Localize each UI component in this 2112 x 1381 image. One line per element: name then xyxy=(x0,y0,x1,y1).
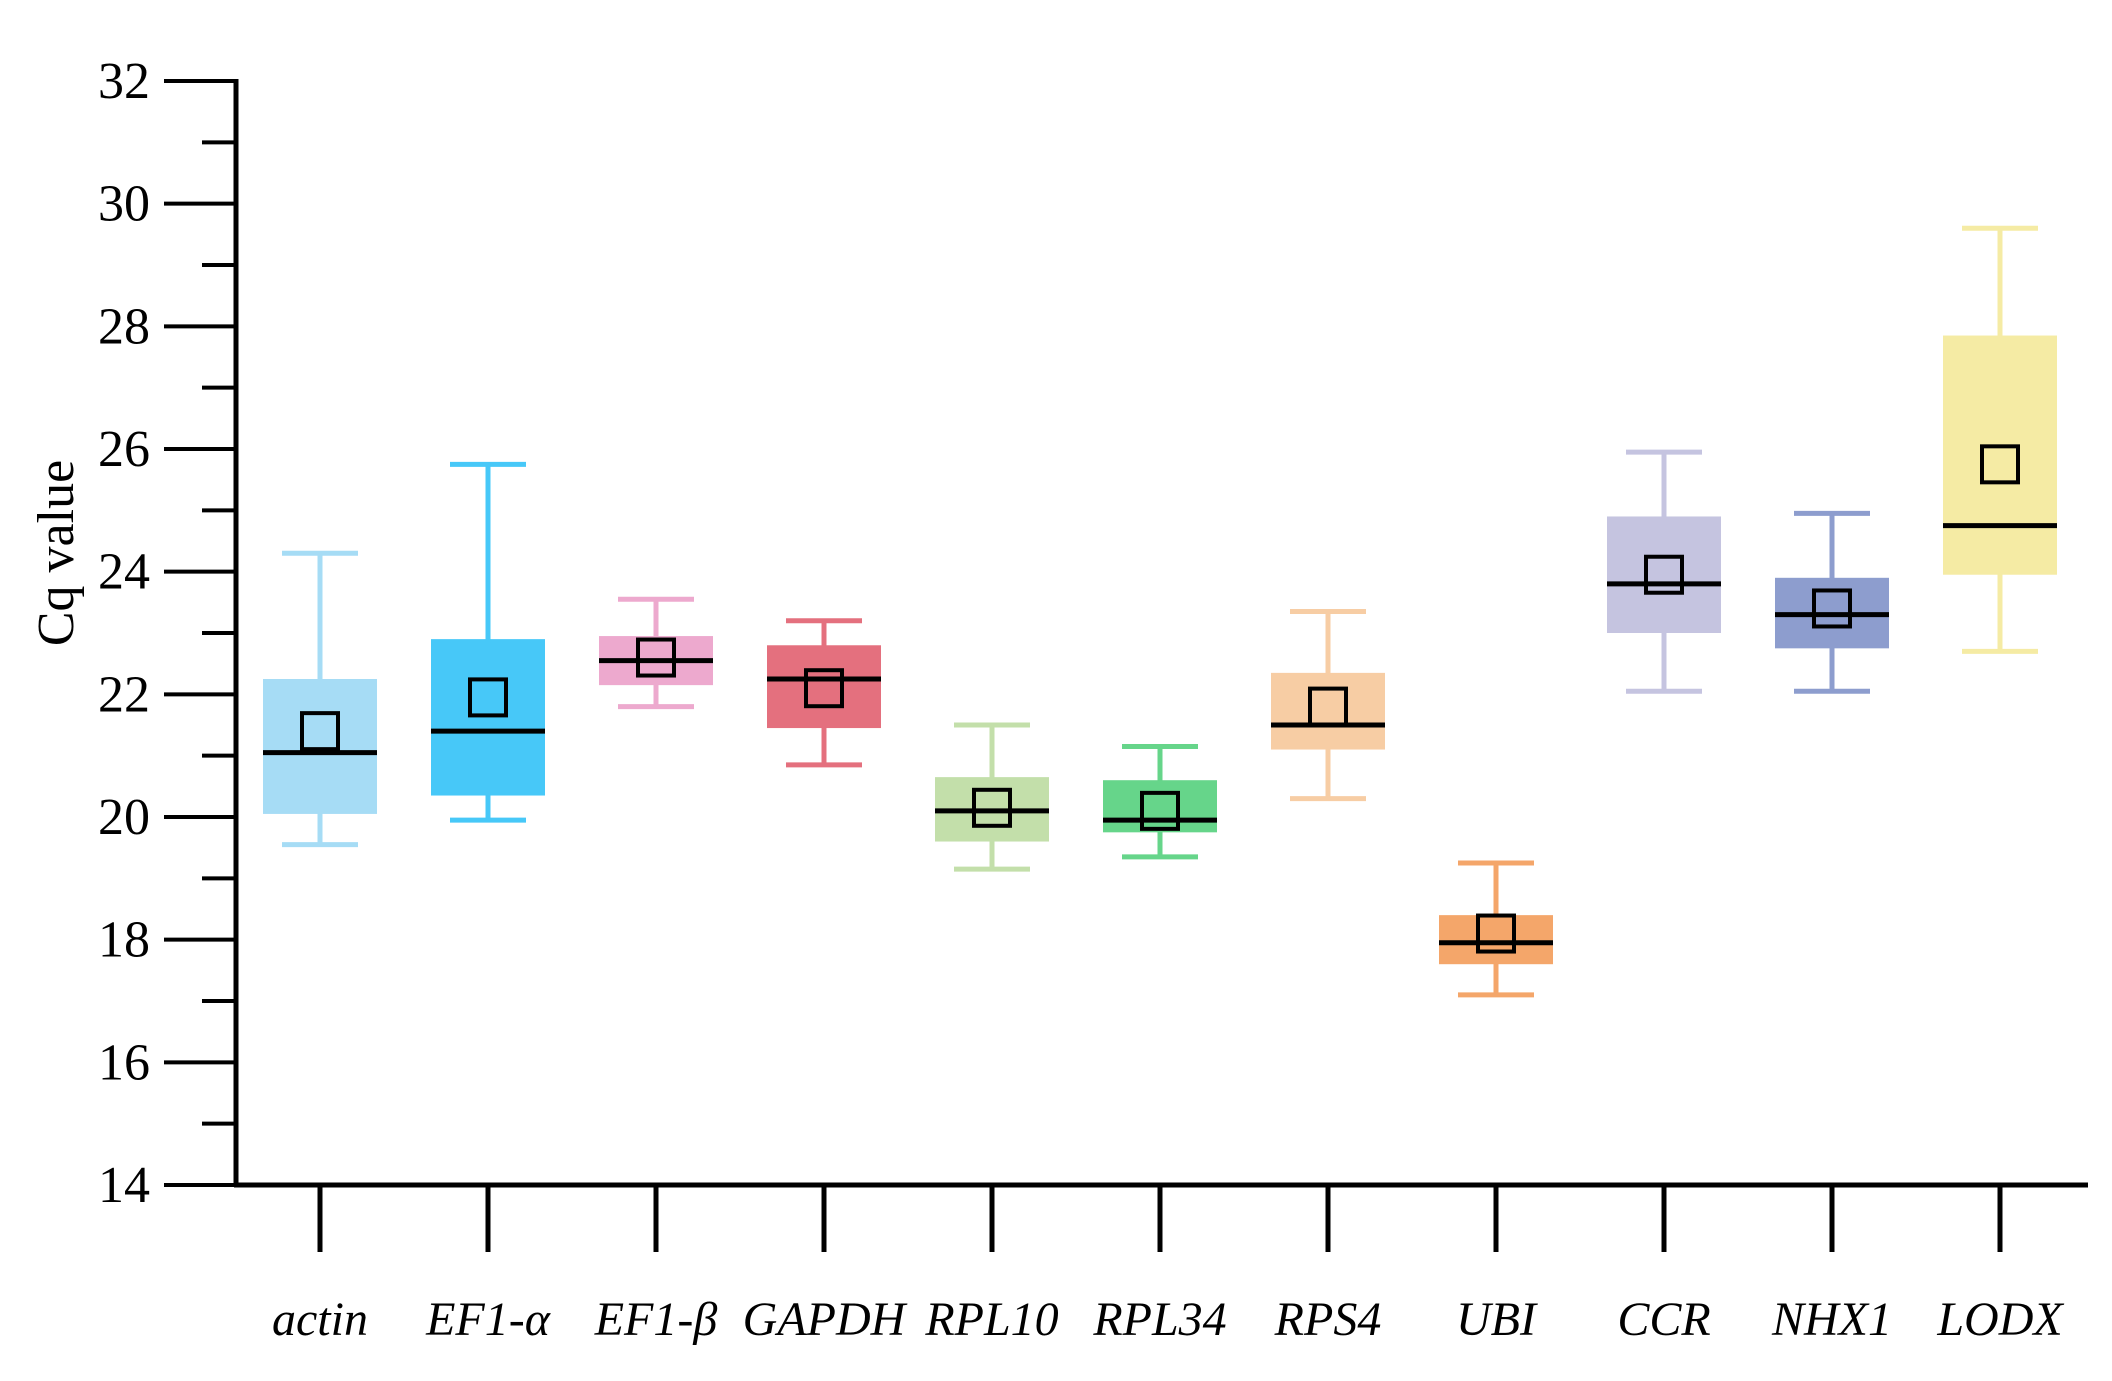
x-category-label: UBI xyxy=(1456,1293,1538,1346)
mean-marker xyxy=(468,677,508,718)
x-category-label: GAPDH xyxy=(743,1293,908,1346)
mean-marker xyxy=(1812,588,1852,629)
box-EF1-α xyxy=(431,461,545,823)
x-category-label: RPL10 xyxy=(924,1293,1058,1346)
mean-marker xyxy=(972,787,1012,828)
y-tick-label: 20 xyxy=(98,789,150,846)
labels-group: 14 16 18 20 22 24 26 28 30 32 Cq value actin EF1-α EF… xyxy=(28,53,2064,1346)
x-category-label: EF1-β xyxy=(594,1293,718,1346)
y-tick-label: 30 xyxy=(98,176,150,233)
mean-marker xyxy=(1476,913,1516,954)
mean-marker xyxy=(1140,790,1180,831)
box-actin xyxy=(263,550,377,848)
mean-marker xyxy=(1980,444,2020,485)
y-tick-label: 24 xyxy=(98,544,150,601)
y-tick-label: 26 xyxy=(98,421,150,478)
box-LODX xyxy=(1943,225,2057,654)
box-EF1-β xyxy=(599,596,713,710)
iqr-box xyxy=(1943,335,2057,575)
y-tick-label: 32 xyxy=(98,53,150,110)
axes xyxy=(164,79,2088,1252)
y-tick-label: 16 xyxy=(98,1034,150,1091)
y-tick-label: 18 xyxy=(98,912,150,969)
box-GAPDH xyxy=(767,618,881,768)
y-tick-label: 28 xyxy=(98,298,150,355)
iqr-box xyxy=(1103,780,1217,833)
box-NHX1 xyxy=(1775,510,1889,694)
x-category-label: NHX1 xyxy=(1771,1293,1892,1346)
y-tick-label: 22 xyxy=(98,666,150,723)
x-category-label: actin xyxy=(272,1293,368,1346)
mean-marker xyxy=(300,711,340,752)
iqr-box xyxy=(767,645,881,729)
y-tick-label: 14 xyxy=(98,1157,150,1214)
mean-marker xyxy=(1644,554,1684,595)
iqr-box xyxy=(263,679,377,814)
x-category-label: RPS4 xyxy=(1274,1293,1382,1346)
mean-marker xyxy=(804,668,844,709)
x-category-label: LODX xyxy=(1936,1293,2064,1346)
x-category-label: RPL34 xyxy=(1092,1293,1226,1346)
mean-marker xyxy=(1308,686,1348,727)
box-CCR xyxy=(1607,449,1721,694)
box-RPL10 xyxy=(935,722,1049,872)
boxes-group xyxy=(263,225,2057,998)
box-RPL34 xyxy=(1103,743,1217,860)
iqr-box xyxy=(1271,672,1385,750)
iqr-box xyxy=(1439,915,1553,965)
x-category-label: CCR xyxy=(1617,1293,1710,1346)
iqr-box xyxy=(1607,516,1721,633)
mean-marker xyxy=(636,637,676,678)
x-category-label: EF1-α xyxy=(425,1293,551,1346)
y-axis-title: Cq value xyxy=(28,460,85,646)
box-UBI xyxy=(1439,860,1553,998)
box-RPS4 xyxy=(1271,609,1385,802)
